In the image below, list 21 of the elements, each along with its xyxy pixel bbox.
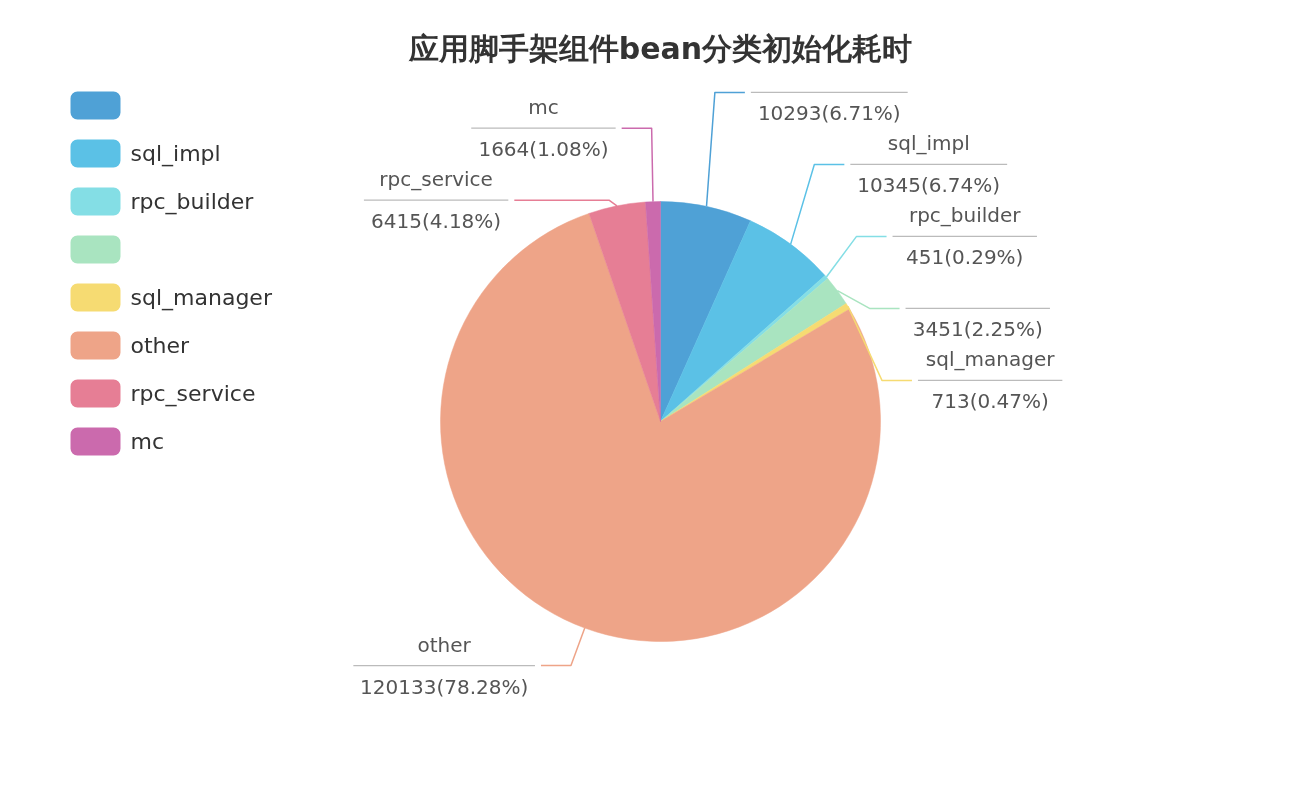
data-label: 451(0.29%) bbox=[906, 245, 1024, 270]
slice-label: rpc_builder bbox=[908, 203, 1022, 228]
data-label: 1664(1.08%) bbox=[478, 137, 609, 162]
slice-label: mc bbox=[528, 95, 559, 120]
legend-label: other bbox=[130, 333, 191, 358]
data-label: 120133(78.28%) bbox=[360, 674, 529, 699]
legend-label: sql_manager bbox=[130, 285, 273, 311]
chart-title: 应用脚手架组件bean分类初始化耗时 bbox=[407, 31, 913, 66]
slice-label: other bbox=[417, 632, 472, 657]
data-label: 3451(2.25%) bbox=[912, 317, 1043, 342]
data-label: 713(0.47%) bbox=[931, 389, 1049, 414]
data-label: 10293(6.71%) bbox=[757, 101, 901, 126]
slice-label: rpc_service bbox=[379, 167, 493, 192]
legend-label: mc bbox=[130, 429, 165, 454]
data-label: 6415(4.18%) bbox=[371, 209, 502, 234]
legend-label: sql_impl bbox=[130, 141, 221, 167]
legend-label: rpc_service bbox=[130, 381, 256, 407]
slice-label: sql_manager bbox=[925, 347, 1056, 372]
slice-label: sql_impl bbox=[887, 131, 970, 156]
data-label: 10345(6.74%) bbox=[857, 173, 1001, 198]
legend-label: rpc_builder bbox=[130, 189, 255, 215]
